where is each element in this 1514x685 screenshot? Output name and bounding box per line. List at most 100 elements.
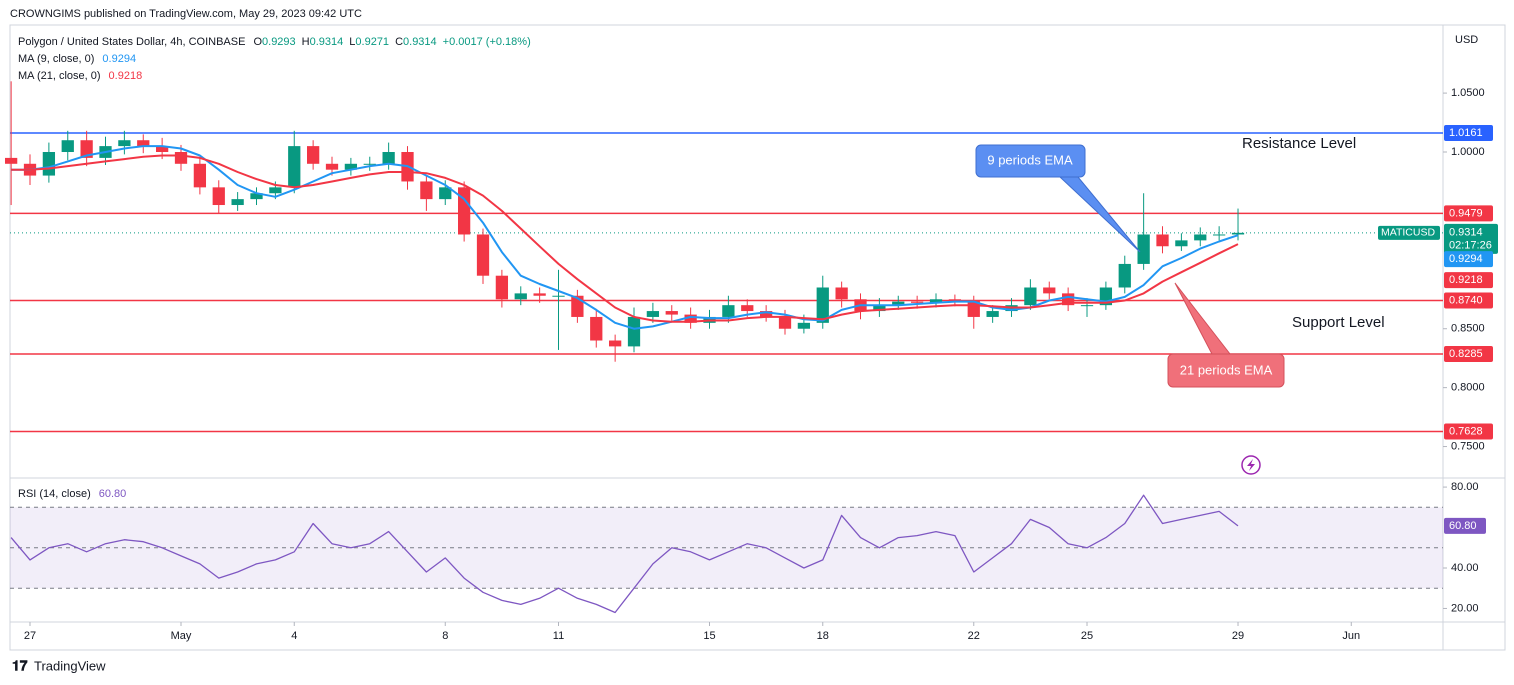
candle-body [80,140,93,158]
candle-body [288,146,301,188]
quote-value: 0.9271 [355,36,389,48]
level-tag-label: 0.9479 [1449,207,1483,219]
candle-body [1062,293,1075,306]
x-tick-label: 15 [703,630,715,642]
callout-box [1167,353,1285,388]
level-tag-label: 1.0161 [1449,127,1483,139]
lines-layer [10,145,1239,614]
candle-body [552,295,565,297]
x-tick-label: 18 [817,630,829,642]
callout-box [975,144,1086,178]
support-label: Support Level [1292,314,1385,331]
candle-body [797,322,811,329]
rsi-y-tick-label: 40.00 [1451,562,1479,574]
candle-body [1043,287,1056,294]
level-tag-label: 0.7628 [1449,425,1483,437]
candle-body [590,316,603,341]
levels-layer: 1.0161 0.9479 0.8740 0.8285 0.7628 MATICUSD 0.… [10,125,1498,440]
price-tag-label: 0.9314 [1449,227,1483,239]
ma-tag [1444,272,1493,289]
candle-body [514,293,527,300]
price-tag [1444,223,1498,254]
symbol-tag [1378,225,1440,240]
candle-body [986,311,999,317]
ma-line [11,154,1239,323]
y-tick-label: 1.0000 [1451,146,1485,158]
quote-value: 0.9314 [310,36,344,48]
candle-body [665,311,678,315]
x-tick-label: 29 [1232,630,1244,642]
quote-value: 0.9293 [262,36,296,48]
candle-body [684,314,697,323]
callout-text: 9 periods EMA [987,152,1073,167]
rsi-y-tick-label: 80.00 [1451,481,1479,493]
ma-tag-label: 0.9294 [1449,253,1483,265]
rsi-y-tick-label: 20.00 [1451,602,1479,614]
legend-ma9: MA (9, close, 0) 0.9294 [18,53,136,65]
ma-tag [1444,251,1493,268]
level-tag [1444,125,1493,142]
frame [9,24,1506,651]
candle-body [609,340,622,347]
candle-body [1231,232,1245,235]
candle-body [495,275,509,300]
rsi-tag [1444,517,1486,534]
candle-body [42,152,56,176]
candle-body [382,152,395,164]
x-tick-label: May [171,630,192,642]
candle-body [1024,287,1037,306]
alert-icon[interactable] [1241,455,1261,475]
candle-body [420,181,433,200]
quote-label: C [395,36,403,48]
candle-body [250,193,263,200]
candle-body [155,146,169,153]
x-tick-label: 27 [24,630,36,642]
legend-name: MA (9, close, 0) [18,53,94,65]
alert-icon-bolt [1247,459,1255,471]
resistance-label: Resistance Level [1242,135,1356,152]
quote-change: +0.0017 (+0.18%) [443,36,531,48]
candle-body [4,157,18,164]
level-tag [1444,423,1493,440]
candle-body [741,305,754,312]
candle-body [1137,234,1150,264]
legend-name: RSI (14, close) [18,488,91,500]
candle-body [212,187,225,206]
candle-body [1118,263,1131,288]
level-tag [1444,205,1493,222]
candle-body [61,140,74,153]
callout-pointer [1174,282,1232,355]
level-tag-label: 0.8285 [1449,348,1483,360]
candles-layer [4,81,1245,362]
level-tag [1444,292,1493,309]
quote-label: H [302,36,310,48]
candle-body [760,311,773,317]
currency: USD [1455,34,1478,46]
x-tick-label: 4 [291,630,297,642]
legend-value: 0.9294 [102,53,136,65]
y-tick-label: 1.0500 [1451,87,1485,99]
candle-body [137,140,150,147]
candle-body [873,305,886,312]
callout-pointer [1058,176,1141,253]
publisher: CROWNGIMS published on TradingView.com, … [10,8,362,20]
y-tick-label: 0.7500 [1451,440,1485,452]
y-tick-label: 0.8000 [1451,382,1485,394]
candle-body [929,299,943,303]
candle-body [948,299,962,301]
x-tick-label: 8 [442,630,448,642]
legend-value: 0.9218 [109,70,143,82]
rsi-line [10,494,1239,614]
candle-body [778,316,792,329]
candle-body [269,187,282,194]
candle-body [911,301,924,303]
legend-title: Polygon / United States Dollar, 4h, COIN… [18,36,531,48]
candle-body [174,152,188,164]
level-tag-label: 0.8740 [1449,294,1483,306]
x-tick-label: 25 [1081,630,1093,642]
candle-body [307,146,320,164]
callout-text: 21 periods EMA [1180,362,1273,377]
candle-body [892,301,905,306]
candle-body [533,293,546,296]
